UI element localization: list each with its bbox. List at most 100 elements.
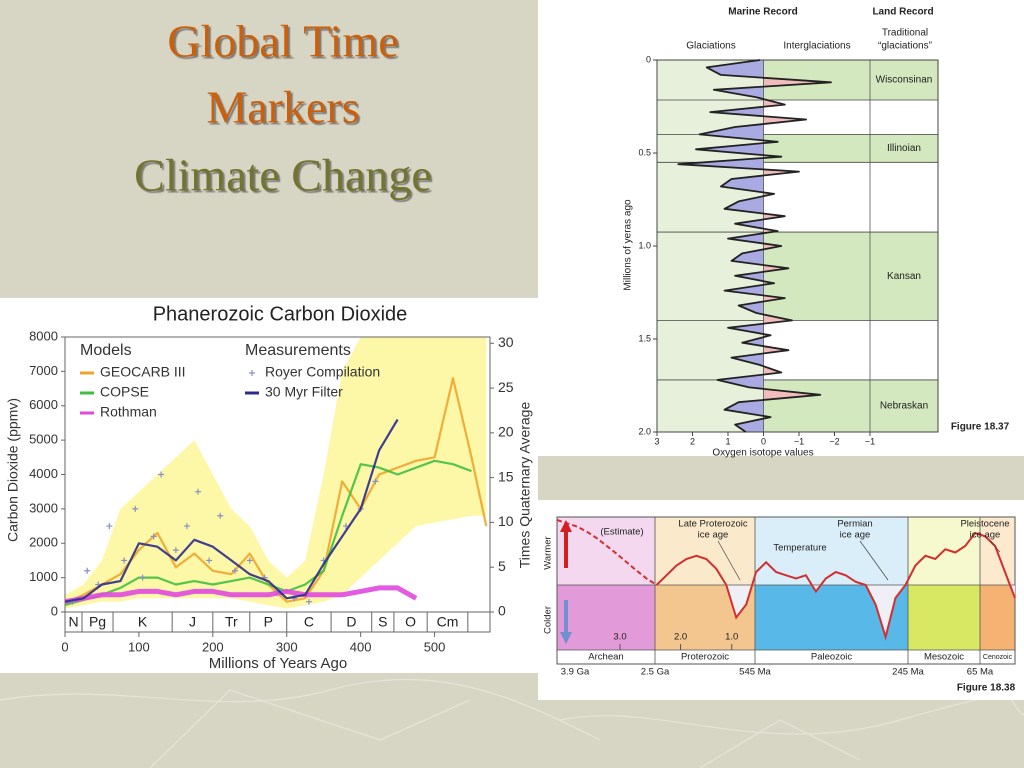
annotation: ice age (840, 530, 871, 541)
x-tick-label: 400 (350, 639, 372, 654)
annotation: Pleistocene (960, 519, 1009, 530)
y-tick-label: 3000 (29, 500, 58, 515)
boundary-label: 2.5 Ga (641, 667, 670, 678)
stage-label: Wisconsinan (876, 75, 933, 86)
y-tick-label: 8000 (29, 328, 58, 343)
stage-label: Illinoian (887, 143, 921, 154)
y-tick-label: 2000 (29, 535, 58, 550)
y-tick-label: 0.5 (638, 147, 651, 157)
period-label: O (405, 614, 416, 630)
x-tick-label: 2 (690, 436, 695, 446)
y-axis-label: Carbon Dioxide (ppmv) (5, 398, 21, 542)
y-tick-label: 1000 (29, 569, 58, 584)
background-lines (0, 679, 1024, 768)
period-label: Pg (89, 614, 106, 630)
isotope-chart: Wisconsinan Illinoian Kansan Nebraskan 3 2 1 0 −… (538, 0, 1024, 459)
axis-label: Warmer (543, 536, 554, 569)
annotation-pointer (859, 540, 889, 581)
period-label: Cm (437, 614, 459, 630)
era-label: Cenozoic (983, 654, 1013, 661)
series-label: (Estimate) (600, 527, 643, 538)
header: Marine Record (728, 7, 797, 18)
y2-tick-label: 0 (498, 603, 506, 619)
axis-label: Colder (543, 606, 554, 634)
data-point (372, 478, 379, 485)
y2-tick-label: 20 (498, 424, 514, 440)
era-warm (557, 517, 655, 585)
chart-title: Phanerozoic Carbon Dioxide (153, 303, 408, 325)
data-point (195, 488, 202, 495)
era-label: Paleozoic (811, 652, 852, 663)
title-line: Climate Change (134, 150, 432, 201)
data-point (206, 557, 213, 564)
stage-label: Kansan (887, 271, 921, 282)
x-tick-label: 200 (202, 639, 224, 654)
subheader: Interglaciations (783, 41, 850, 52)
data-point (217, 512, 224, 519)
x-tick-label: −1 (865, 436, 875, 446)
period-label: D (346, 614, 356, 630)
data-point (84, 567, 91, 574)
x-axis-label: Oxygen isotope values (712, 448, 813, 459)
legend-label: Royer Compilation (265, 364, 380, 380)
glacial-side (657, 60, 764, 432)
title-line: Global Time (167, 16, 398, 67)
data-point (172, 547, 179, 554)
data-point (158, 471, 165, 478)
era-label: Proterozoic (681, 652, 729, 663)
y2-axis-label: Times Quaternary Average (517, 402, 533, 569)
legend-label: COPSE (100, 384, 149, 400)
data-point (132, 505, 139, 512)
annotation: Permian (837, 519, 872, 530)
warmer-arrow (560, 520, 572, 568)
y2-tick-label: 25 (498, 379, 514, 395)
colder-arrow (560, 600, 572, 644)
x-tick-label: −1 (794, 436, 804, 446)
y-tick-label: 1.5 (638, 333, 651, 343)
ice-age-fill (656, 585, 1015, 637)
era-cold (980, 585, 1015, 650)
period-label: C (304, 614, 314, 630)
annotation-pointer (717, 540, 741, 581)
x-tick-label: 0 (761, 436, 766, 446)
stage-label: Nebraskan (880, 401, 928, 412)
temperature-chart: Archean Proterozoic Paleozoic Mesozoic Cenoz… (538, 500, 1024, 700)
slide-title: Global Time Markers Climate Change (134, 16, 432, 201)
header: Land Record (872, 7, 933, 18)
annotation: ice age (970, 530, 1001, 541)
y-tick-label: 7000 (29, 363, 58, 378)
series-label: Temperature (773, 543, 826, 554)
x-tick-label: 300 (276, 639, 298, 654)
boundary-label: 65 Ma (967, 667, 994, 678)
period-label: N (68, 614, 78, 630)
legend-group: Models (80, 342, 132, 359)
ga-tick-label: 1.0 (725, 632, 738, 643)
data-point (232, 567, 238, 574)
period-label: J (189, 614, 196, 630)
series-line (64, 459, 472, 607)
legend-label: 30 Myr Filter (265, 384, 343, 400)
y-tick-label: 2.0 (638, 426, 651, 436)
era-warm (655, 517, 755, 585)
x-tick-label: 500 (424, 639, 446, 654)
uncertainty-band (65, 337, 487, 609)
data-point (121, 557, 128, 564)
ga-tick-label: 3.0 (613, 632, 626, 643)
period-label: P (264, 614, 273, 630)
legend-group: Measurements (245, 342, 351, 359)
annotation-pointer (989, 540, 1001, 553)
stage-band (763, 379, 938, 432)
temperature-line (556, 519, 658, 586)
period-bar (64, 611, 491, 633)
y-tick-label: 0 (51, 603, 58, 618)
land-header: Traditional (882, 28, 928, 39)
data-point (150, 533, 157, 540)
figure-label: Figure 18.37 (951, 422, 1010, 433)
series-line (64, 585, 418, 605)
isotope-line (677, 59, 832, 433)
x-tick-label: −2 (829, 436, 839, 446)
stage-band (763, 232, 938, 321)
ga-tick-label: 2.0 (674, 632, 687, 643)
annotation: ice age (698, 530, 729, 541)
